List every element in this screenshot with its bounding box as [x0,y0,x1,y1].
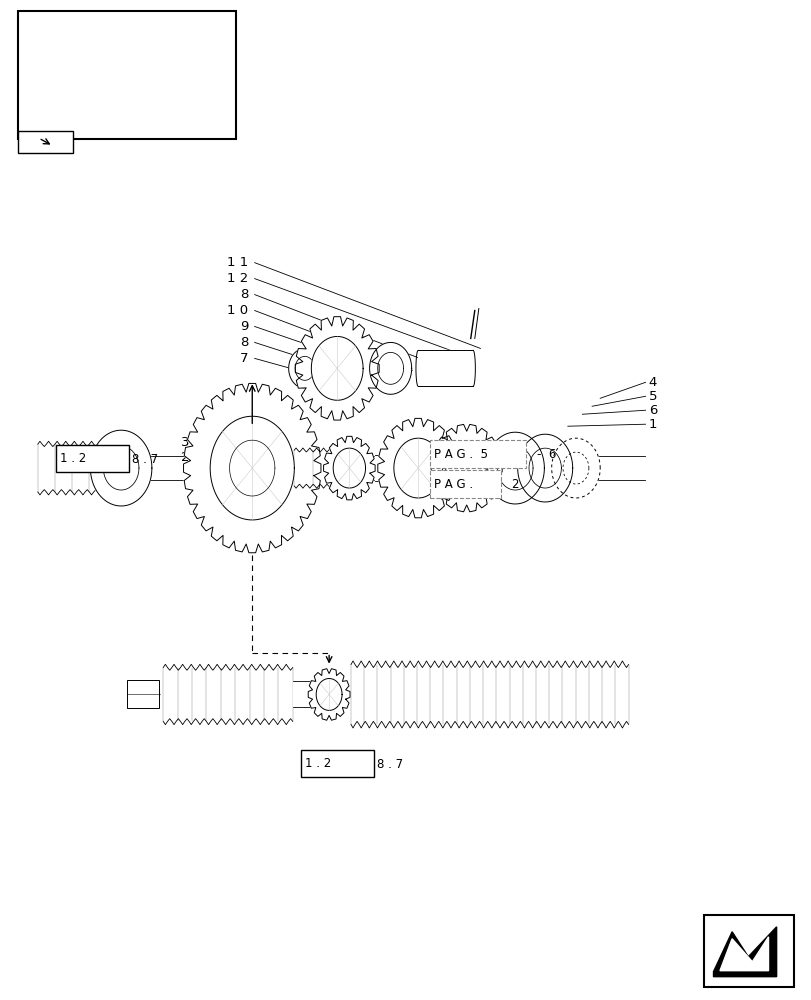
Polygon shape [230,440,275,496]
Polygon shape [333,448,365,488]
Text: 1 . 2: 1 . 2 [60,452,87,465]
Bar [430,440,525,468]
Polygon shape [719,937,767,971]
Text: 8 . 7: 8 . 7 [132,453,158,466]
Bar [127,680,159,708]
Bar [18,11,236,139]
Polygon shape [551,438,599,498]
Text: 2: 2 [511,478,518,491]
Bar [703,915,793,987]
Text: 2: 2 [180,451,189,464]
Bar [56,445,129,472]
Text: 3: 3 [180,436,189,449]
Text: 9: 9 [239,320,248,333]
Polygon shape [308,669,350,720]
Bar [18,131,72,153]
Text: 8 . 7: 8 . 7 [376,758,402,771]
Text: 8: 8 [239,288,248,301]
Text: 5: 5 [648,390,656,403]
Polygon shape [377,418,458,518]
Polygon shape [210,416,294,520]
Polygon shape [288,348,320,388]
Polygon shape [183,383,320,553]
Text: 4: 4 [648,376,656,389]
Text: P A G .  5: P A G . 5 [434,448,487,461]
Text: -  6: - 6 [536,448,556,461]
Text: 1 0: 1 0 [227,304,248,317]
Text: 7: 7 [239,352,248,365]
Polygon shape [517,434,572,502]
Polygon shape [369,342,411,394]
Polygon shape [486,432,543,504]
Text: 1 2: 1 2 [226,272,248,285]
Polygon shape [393,438,442,498]
Text: P A G .: P A G . [434,478,473,491]
Text: 1 . 2: 1 . 2 [304,757,331,770]
Polygon shape [90,430,152,506]
Polygon shape [315,679,341,710]
Text: 8: 8 [239,336,248,349]
Polygon shape [295,317,379,420]
Text: 1 1: 1 1 [226,256,248,269]
Bar [430,470,501,498]
Polygon shape [445,442,487,494]
Polygon shape [713,927,775,977]
Text: 6: 6 [648,404,656,417]
Bar [300,750,373,777]
Polygon shape [431,424,501,512]
Polygon shape [311,336,363,400]
Text: 1: 1 [648,418,656,431]
Polygon shape [324,436,375,500]
